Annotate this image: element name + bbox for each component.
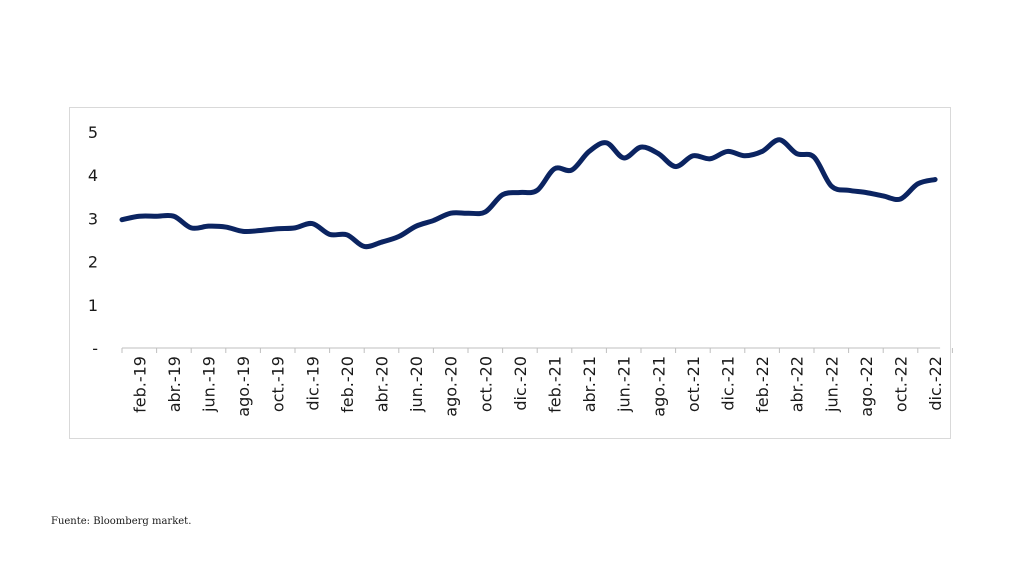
y-tick-label: 4 [88, 166, 98, 185]
x-tick-label: abr.-20 [373, 356, 392, 412]
x-tick-label: ago.-20 [442, 356, 461, 417]
x-axis [121, 347, 953, 353]
x-tick-label: feb.-21 [546, 356, 565, 413]
y-tick-label: 2 [88, 253, 98, 272]
x-tick-label: dic.-20 [511, 356, 530, 411]
x-tick-label: oct.-20 [476, 356, 495, 412]
source-note: Fuente: Bloomberg market. [51, 516, 192, 527]
x-tick-label: ago.-21 [649, 356, 668, 417]
x-tick-label: oct.-21 [684, 356, 703, 412]
chart-frame [69, 107, 951, 439]
series-line [119, 137, 938, 250]
x-tick-label: abr.-21 [580, 356, 599, 412]
x-tick-label: abr.-19 [165, 356, 184, 412]
x-tick-label: oct.-19 [269, 356, 288, 412]
y-axis-ticks: - 1 2 3 4 5 [88, 123, 98, 358]
x-tick-label: dic.-22 [926, 356, 945, 411]
y-tick-label: 5 [88, 123, 98, 142]
x-tick-label: oct.-22 [892, 356, 911, 412]
x-tick-label: feb.-22 [753, 356, 772, 413]
x-tick-label: ago.-19 [234, 356, 253, 417]
y-tick-label: - [92, 339, 98, 358]
y-tick-label: 3 [88, 209, 98, 228]
x-tick-label: feb.-19 [130, 356, 149, 413]
x-tick-label: dic.-21 [719, 356, 738, 411]
x-tick-label: jun.-20 [407, 356, 426, 413]
x-tick-label: feb.-20 [338, 356, 357, 413]
x-axis-ticks: feb.-19 abr.-19 jun.-19 ago.-19 oct.-19 dic.-… [130, 356, 945, 417]
x-tick-label: dic.-19 [303, 356, 322, 411]
x-tick-label: ago.-22 [857, 356, 876, 417]
series-layer [119, 137, 938, 250]
x-tick-label: jun.-21 [615, 356, 634, 413]
y-tick-label: 1 [88, 296, 98, 315]
x-tick-label: jun.-19 [200, 356, 219, 413]
x-tick-label: jun.-22 [822, 356, 841, 413]
x-tick-label: abr.-22 [788, 356, 807, 412]
